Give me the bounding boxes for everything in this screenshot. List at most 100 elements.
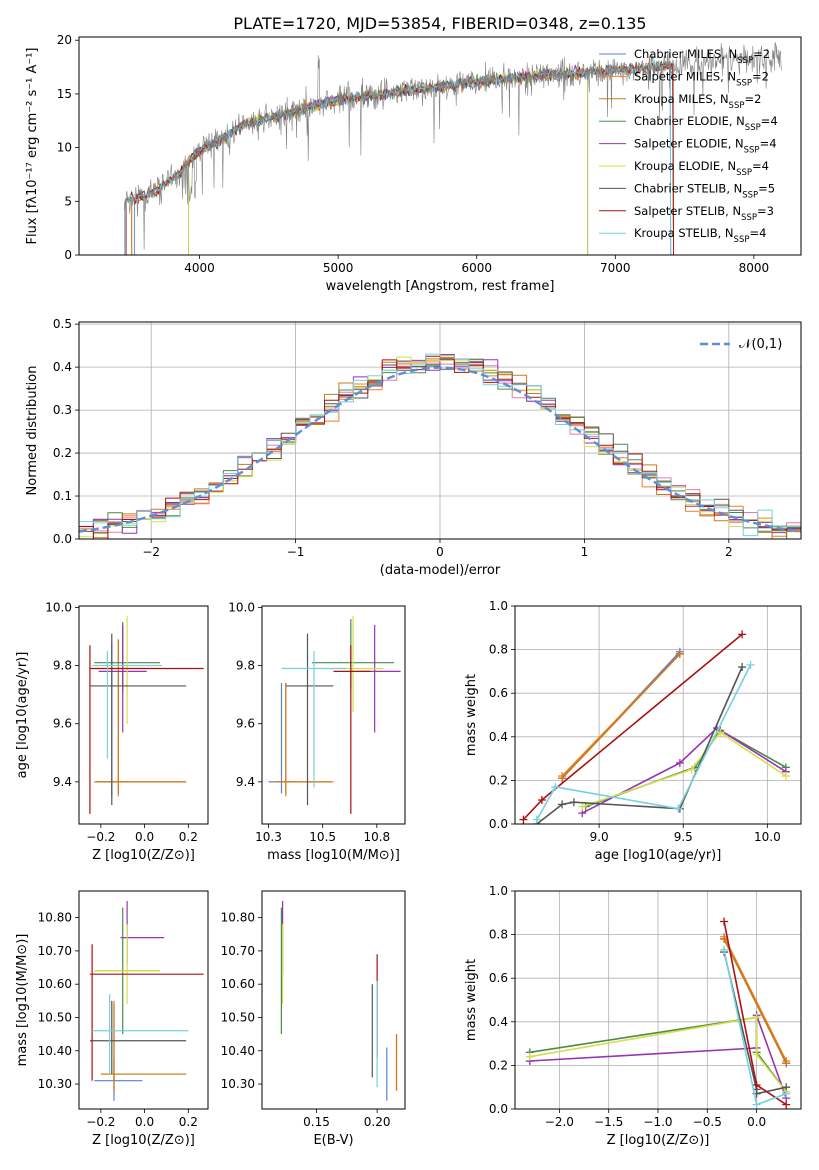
y-axis-label: mass weight bbox=[464, 674, 479, 756]
x-tick-label: 0.2 bbox=[179, 830, 198, 844]
legend-label-tail: =4 bbox=[752, 159, 769, 173]
x-tick-label: 0.0 bbox=[135, 1115, 154, 1129]
y-tick-label: 1.0 bbox=[489, 599, 508, 613]
legend-subscript: SSP bbox=[745, 123, 761, 133]
legend-label-tail: =4 bbox=[761, 114, 778, 128]
data-point-marker bbox=[716, 728, 725, 737]
y-tick-label: 0.3 bbox=[53, 403, 72, 417]
series-line bbox=[723, 938, 787, 1064]
x-tick-label: −0.2 bbox=[86, 1115, 115, 1129]
histogram-step bbox=[79, 356, 801, 538]
y-tick-label: 0.4 bbox=[489, 730, 508, 744]
x-tick-label: −2 bbox=[142, 545, 160, 559]
legend-label-tail: =4 bbox=[749, 226, 766, 240]
weight_vs_age-plot-area bbox=[515, 606, 801, 824]
legend-label-tail: =2 bbox=[752, 69, 769, 83]
x-tick-label: −1.5 bbox=[594, 1115, 623, 1129]
x-tick-label: 9.5 bbox=[674, 830, 693, 844]
weight_vs_age-chart: 9.0 9.5 10.0 0.0 0.2 0.4 0.6 0.8 1.0 age [log10(a… bbox=[464, 599, 802, 863]
residual_hist-chart: −2 −1 0 1 2 0.0 0.1 0.2 0.3 0.4 0.5 (data-model)/er… bbox=[25, 317, 802, 578]
data-point-marker bbox=[720, 945, 729, 954]
x-tick-label: 0.0 bbox=[747, 1115, 766, 1129]
y-tick-label: 10.0 bbox=[45, 600, 72, 614]
y-axis-label: mass [log10(M/M⊙)] bbox=[15, 934, 30, 1067]
y-tick-label: 0 bbox=[64, 248, 72, 262]
y-tick-label: 0.6 bbox=[489, 686, 508, 700]
y-tick-label: 1.0 bbox=[489, 884, 508, 898]
data-point-marker bbox=[525, 1052, 534, 1061]
y-axis-label: Flux [fλ10⁻¹⁷ erg cm⁻² s⁻¹ A⁻¹] bbox=[25, 48, 40, 245]
x-tick-label: 0.0 bbox=[135, 830, 154, 844]
y-tick-label: 5 bbox=[64, 194, 72, 208]
legend-subscript: SSP bbox=[737, 56, 753, 66]
mass_vs_Z-chart: −0.2 0.0 0.2 10.30 10.40 10.50 10.60 10.70 10.80… bbox=[15, 890, 209, 1148]
data-point-marker bbox=[558, 800, 567, 809]
data-point-marker bbox=[752, 1050, 761, 1059]
y-tick-label: 0.2 bbox=[489, 1058, 508, 1072]
x-tick-label: −1.0 bbox=[643, 1115, 672, 1129]
x-tick-label: 0.15 bbox=[303, 1115, 330, 1129]
axes-frame bbox=[514, 605, 802, 825]
data-point-marker bbox=[781, 772, 790, 781]
legend-subscript: SSP bbox=[736, 168, 752, 178]
legend-subscript: SSP bbox=[741, 213, 757, 223]
x-tick-label: 2 bbox=[725, 545, 733, 559]
y-tick-label: 10.40 bbox=[38, 1044, 72, 1058]
y-tick-label: 0.2 bbox=[53, 446, 72, 460]
y-tick-label: 9.8 bbox=[236, 659, 255, 673]
data-point-marker bbox=[537, 796, 546, 805]
data-point-marker bbox=[674, 804, 683, 813]
legend-label: Salpeter ELODIE, NSSP=4 bbox=[634, 137, 777, 156]
residual_hist-plot-area bbox=[79, 322, 801, 539]
age_vs_mass-plot-area bbox=[268, 616, 401, 814]
series-line bbox=[522, 633, 743, 821]
x-tick-label: 5000 bbox=[323, 261, 354, 275]
data-point-marker bbox=[675, 649, 684, 658]
data-point-marker bbox=[752, 1100, 761, 1109]
y-tick-label: 0.2 bbox=[489, 773, 508, 787]
legend-label: Chabrier STELIB, NSSP=5 bbox=[634, 181, 775, 200]
y-tick-label: 0.4 bbox=[53, 360, 72, 374]
y-axis-label: age [log10(age/yr)] bbox=[15, 652, 30, 779]
y-axis-label: mass weight bbox=[464, 959, 479, 1041]
x-tick-label: 10.0 bbox=[754, 830, 781, 844]
data-point-marker bbox=[720, 917, 729, 926]
series-line bbox=[723, 936, 787, 1062]
x-axis-label: age [log10(age/yr)] bbox=[595, 848, 722, 863]
series-line bbox=[561, 653, 681, 779]
mass_vs_ebv-chart: 0.15 0.20 10.30 10.40 10.50 10.60 10.70 10.80 E(… bbox=[221, 890, 406, 1148]
legend-subscript: SSP bbox=[729, 101, 745, 111]
legend-label: Kroupa MILES, NSSP=2 bbox=[634, 92, 761, 111]
x-axis-label: Z [log10(Z/Z⊙)] bbox=[92, 1133, 195, 1148]
data-point-marker bbox=[746, 660, 755, 669]
y-tick-label: 10.30 bbox=[38, 1077, 72, 1091]
x-axis-label: E(B-V) bbox=[313, 1133, 353, 1148]
x-axis-label: mass [log10(M/M⊙)] bbox=[267, 848, 400, 863]
data-point-marker bbox=[687, 765, 696, 774]
data-point-marker bbox=[782, 1059, 791, 1068]
y-tick-label: 0.0 bbox=[489, 817, 508, 831]
data-point-marker bbox=[738, 663, 747, 672]
data-point-marker bbox=[558, 774, 567, 783]
legend-label-tail: =2 bbox=[744, 92, 761, 106]
y-tick-label: 10.70 bbox=[38, 944, 72, 958]
legend-subscript: SSP bbox=[744, 146, 760, 156]
x-tick-label: 8000 bbox=[739, 261, 770, 275]
series-line bbox=[536, 664, 752, 820]
y-tick-label: 9.6 bbox=[53, 717, 72, 731]
observed-spectrum-line bbox=[124, 42, 782, 250]
data-point-marker bbox=[738, 630, 747, 639]
y-tick-label: 0.1 bbox=[53, 489, 72, 503]
x-tick-label: −0.5 bbox=[693, 1115, 722, 1129]
age_vs_Z-chart: −0.2 0.0 0.2 9.4 9.6 9.8 10.0 Z [log10(Z/Z⊙)] ag… bbox=[15, 600, 209, 863]
y-tick-label: 9.4 bbox=[236, 775, 255, 789]
x-tick-label: 0.20 bbox=[364, 1115, 391, 1129]
legend-label: Kroupa ELODIE, NSSP=4 bbox=[634, 159, 769, 178]
age_vs_mass-chart: 10.3 10.5 10.8 9.4 9.6 9.8 10.0 mass [log10(M/M… bbox=[228, 600, 406, 863]
legend-label-tail: =3 bbox=[757, 204, 774, 218]
mass_vs_Z-plot-area bbox=[89, 900, 204, 1101]
legend-label-tail: =2 bbox=[753, 47, 770, 61]
y-tick-label: 10.40 bbox=[221, 1044, 255, 1058]
axes-frame bbox=[261, 605, 406, 825]
